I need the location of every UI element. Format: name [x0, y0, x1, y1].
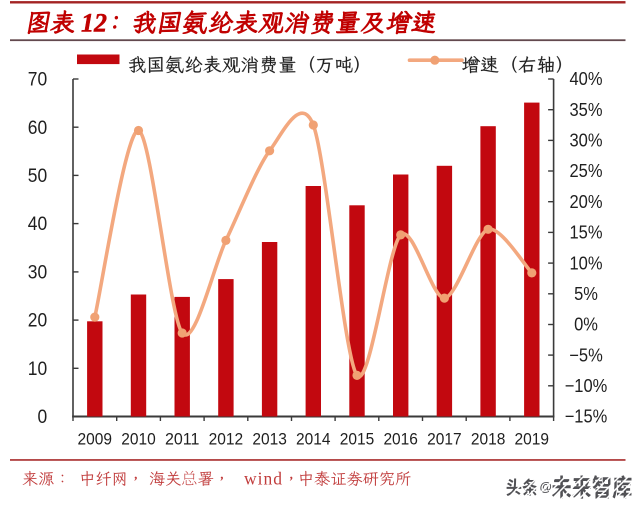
svg-text:2017: 2017: [427, 431, 462, 449]
svg-text:30: 30: [28, 263, 47, 284]
svg-text:−15%: −15%: [565, 406, 608, 427]
svg-text:25%: 25%: [570, 160, 603, 181]
svg-text:12: 12: [81, 8, 107, 37]
svg-text:10%: 10%: [570, 252, 603, 273]
svg-text:2014: 2014: [296, 431, 331, 449]
svg-text:20%: 20%: [570, 191, 603, 212]
svg-text:−10%: −10%: [565, 375, 608, 396]
svg-text:20: 20: [28, 311, 47, 332]
svg-text:0: 0: [38, 407, 48, 428]
svg-text:30%: 30%: [570, 130, 603, 151]
svg-text:0%: 0%: [574, 314, 598, 335]
svg-text:2010: 2010: [121, 431, 156, 449]
svg-text:60: 60: [28, 118, 47, 139]
svg-text:2018: 2018: [471, 431, 506, 449]
svg-text:40%: 40%: [570, 68, 603, 89]
svg-text:70: 70: [28, 70, 47, 91]
svg-text:2012: 2012: [209, 431, 244, 449]
svg-text:2015: 2015: [340, 431, 375, 449]
svg-text:2016: 2016: [383, 431, 418, 449]
svg-text:15%: 15%: [570, 222, 603, 243]
svg-text:35%: 35%: [570, 99, 603, 120]
svg-text:50: 50: [28, 166, 47, 187]
svg-text:2011: 2011: [165, 431, 200, 449]
svg-text:wind: wind: [244, 468, 282, 488]
svg-text:2009: 2009: [78, 431, 113, 449]
svg-text:2019: 2019: [515, 431, 550, 449]
svg-text:10: 10: [28, 359, 47, 380]
svg-text:2013: 2013: [252, 431, 287, 449]
svg-text:−5%: −5%: [569, 344, 603, 365]
svg-text:40: 40: [28, 214, 47, 235]
svg-text:5%: 5%: [574, 283, 598, 304]
